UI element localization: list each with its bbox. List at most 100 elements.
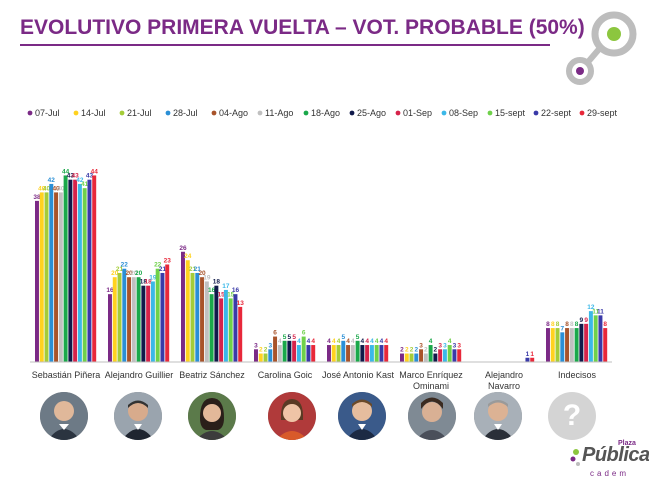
category-label: Ominami bbox=[413, 381, 449, 391]
brand-sub: cadem bbox=[590, 469, 630, 478]
bar bbox=[379, 345, 384, 362]
bar bbox=[117, 272, 122, 362]
data-label: 5 bbox=[292, 334, 296, 341]
data-label: 18 bbox=[213, 279, 221, 286]
bar bbox=[341, 340, 346, 362]
data-label: 4 bbox=[375, 338, 379, 345]
data-label: 11 bbox=[592, 308, 599, 315]
data-label: 2 bbox=[264, 347, 268, 354]
legend-label: 07-Jul bbox=[35, 108, 60, 118]
bar bbox=[87, 179, 92, 362]
data-label: 4 bbox=[307, 338, 311, 345]
bar bbox=[447, 345, 452, 362]
bar bbox=[112, 277, 117, 362]
bars: 3840404240404443434241434416202122202020… bbox=[33, 168, 607, 362]
data-label: 9 bbox=[580, 317, 584, 324]
bar bbox=[301, 336, 306, 362]
data-label: 38 bbox=[33, 194, 41, 201]
data-label: 8 bbox=[570, 321, 574, 328]
bar bbox=[214, 285, 219, 362]
bar bbox=[550, 328, 555, 362]
legend-item-14-jul: 14-Jul bbox=[73, 108, 106, 118]
data-label: 3 bbox=[438, 342, 442, 349]
logo-rings-icon bbox=[566, 11, 637, 85]
photo-jose-antonio-kast bbox=[338, 392, 386, 440]
category-label: Beatriz Sánchez bbox=[179, 370, 245, 380]
data-label: 2 bbox=[424, 347, 428, 354]
category-label: Navarro bbox=[488, 381, 520, 391]
bar bbox=[400, 353, 404, 362]
data-label: 4 bbox=[361, 338, 365, 345]
bar bbox=[525, 357, 530, 362]
bar bbox=[223, 289, 228, 362]
legend-label: 18-Ago bbox=[311, 108, 340, 118]
bar bbox=[530, 357, 535, 362]
data-label: 2 bbox=[410, 347, 414, 354]
portrait-icon bbox=[338, 392, 386, 440]
data-label: 40 bbox=[57, 185, 65, 192]
data-label: 7 bbox=[560, 325, 564, 332]
bar bbox=[442, 349, 447, 362]
bar bbox=[355, 340, 360, 362]
portrait-icon bbox=[114, 392, 162, 440]
bar bbox=[195, 272, 200, 362]
bar bbox=[219, 298, 224, 362]
data-label: 2 bbox=[259, 347, 263, 354]
data-label: 4 bbox=[429, 338, 433, 345]
legend-swatch bbox=[349, 110, 355, 116]
data-label: 2 bbox=[434, 347, 438, 354]
portrait-icon bbox=[268, 392, 316, 440]
data-label: 4 bbox=[448, 338, 452, 345]
legend-swatch bbox=[211, 110, 217, 116]
data-label: 5 bbox=[288, 334, 292, 341]
bar bbox=[254, 349, 258, 362]
data-label: 12 bbox=[587, 304, 595, 311]
bar bbox=[546, 328, 550, 362]
legend-swatch bbox=[579, 110, 585, 116]
data-label: 8 bbox=[565, 321, 569, 328]
legend-item-15-sept: 15-sept bbox=[487, 108, 526, 118]
legend-label: 22-sept bbox=[541, 108, 572, 118]
bar bbox=[282, 340, 287, 362]
bar bbox=[588, 311, 593, 362]
legend-swatch bbox=[73, 110, 79, 116]
bar bbox=[181, 251, 185, 362]
bar bbox=[331, 345, 336, 362]
bar bbox=[374, 345, 379, 362]
bar bbox=[419, 349, 424, 362]
data-label: 44 bbox=[62, 168, 70, 175]
data-label: 4 bbox=[332, 338, 336, 345]
portrait-icon bbox=[408, 392, 456, 440]
data-label: 4 bbox=[365, 338, 369, 345]
bar bbox=[574, 328, 579, 362]
question-icon: ? bbox=[548, 392, 596, 440]
data-label: 19 bbox=[203, 274, 211, 281]
data-label: 8 bbox=[603, 321, 607, 328]
bar bbox=[565, 328, 570, 362]
bar bbox=[457, 349, 462, 362]
bar bbox=[296, 345, 301, 362]
bar bbox=[438, 349, 443, 362]
bar bbox=[68, 179, 73, 362]
data-label: 11 bbox=[597, 308, 604, 315]
bar bbox=[92, 175, 97, 362]
legend-label: 04-Ago bbox=[219, 108, 248, 118]
legend-item-08-sep: 08-Sep bbox=[441, 108, 478, 118]
bar bbox=[603, 328, 608, 362]
data-label: 20 bbox=[125, 270, 133, 277]
bar bbox=[155, 268, 160, 362]
data-label: 4 bbox=[297, 338, 301, 345]
legend-item-29-sept: 29-sept bbox=[579, 108, 618, 118]
legend-label: 08-Sep bbox=[449, 108, 478, 118]
data-label: 6 bbox=[273, 330, 277, 337]
brand-logo: Plaza Pública cadem bbox=[568, 440, 649, 482]
brand-dots-icon bbox=[570, 449, 580, 466]
bar bbox=[131, 277, 136, 362]
data-label: 2 bbox=[400, 347, 404, 354]
legend-label: 29-sept bbox=[587, 108, 618, 118]
bar bbox=[569, 328, 574, 362]
category-label: José Antonio Kast bbox=[322, 370, 395, 380]
data-label: 8 bbox=[546, 321, 550, 328]
bar bbox=[136, 277, 141, 362]
